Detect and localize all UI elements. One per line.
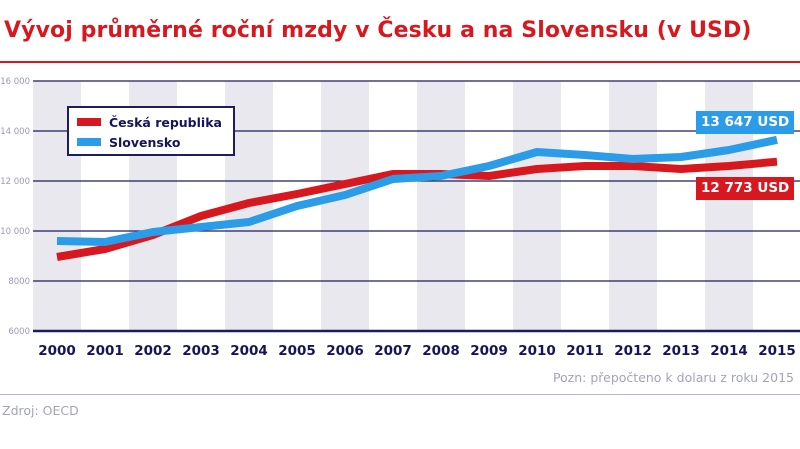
legend-label-sk: Slovensko: [109, 134, 181, 150]
x-tick-label: 2008: [422, 343, 460, 359]
end-label-ceska-republika: 12 773 USD: [696, 177, 795, 200]
x-tick-label: 2003: [182, 343, 220, 359]
x-tick-label: 2002: [134, 343, 172, 359]
end-label-slovensko: 13 647 USD: [696, 111, 795, 134]
year-band: [513, 81, 561, 331]
x-tick-label: 2009: [470, 343, 508, 359]
chart-note: Pozn: přepočteno k dolaru z roku 2015: [552, 370, 794, 385]
legend-item-cz: Česká republika: [77, 113, 222, 131]
x-tick-label: 2013: [662, 343, 700, 359]
x-tick-label: 2007: [374, 343, 412, 359]
legend-swatch-sk: [77, 138, 101, 146]
source-credit: Zdroj: OECD: [2, 403, 79, 418]
x-tick-label: 2012: [614, 343, 652, 359]
year-band: [321, 81, 369, 331]
y-tick-label: 14 000: [0, 127, 30, 137]
y-axis-ticks: 6000 8000 10 000 12 000 14 000 16 000: [0, 77, 30, 337]
footer-divider: [0, 394, 800, 395]
x-tick-label: 2010: [518, 343, 556, 359]
series-line-sk: [56, 135, 778, 246]
y-tick-label: 12 000: [0, 177, 30, 187]
x-tick-label: 2004: [230, 343, 268, 359]
x-tick-label: 2001: [86, 343, 124, 359]
chart-legend: Česká republika Slovensko: [67, 106, 235, 156]
x-tick-label: 2005: [278, 343, 316, 359]
year-band: [417, 81, 465, 331]
y-tick-label: 16 000: [0, 77, 30, 87]
title-divider: [0, 61, 800, 63]
legend-swatch-cz: [77, 118, 101, 126]
y-tick-label: 6000: [8, 327, 30, 337]
x-tick-label: 2014: [710, 343, 748, 359]
x-tick-label: 2011: [566, 343, 604, 359]
legend-item-sk: Slovensko: [77, 133, 180, 151]
x-tick-label: 2015: [758, 343, 796, 359]
y-tick-label: 10 000: [0, 227, 30, 237]
x-tick-label: 2000: [38, 343, 76, 359]
legend-label-cz: Česká republika: [109, 114, 222, 130]
chart-title: Vývoj průměrné roční mzdy v Česku a na S…: [4, 18, 752, 43]
y-tick-label: 8000: [8, 277, 30, 287]
series-lines: [56, 135, 778, 261]
x-axis-ticks: 2000 2001 2002 2003 2004 2005 2006 2007 2008 2009…: [38, 343, 796, 359]
year-band: [609, 81, 657, 331]
x-tick-label: 2006: [326, 343, 364, 359]
